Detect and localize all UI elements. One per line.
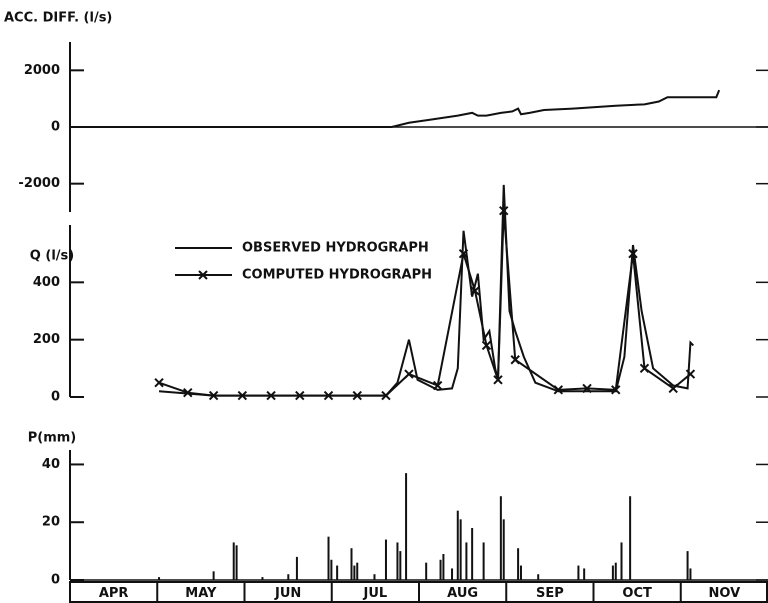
x-tick-label: JUL	[363, 586, 388, 601]
bar	[465, 542, 468, 580]
marker	[481, 340, 492, 351]
marker	[458, 248, 469, 259]
y-tick-label: -2000	[18, 176, 60, 191]
marker	[493, 375, 503, 385]
legend-label: OBSERVED HYDROGRAPH	[242, 241, 429, 256]
x-tick-label: AUG	[447, 586, 478, 601]
marker	[499, 205, 509, 216]
bar	[330, 559, 333, 580]
bar	[425, 562, 428, 580]
x-tick-label: NOV	[709, 586, 741, 601]
bar	[620, 542, 623, 580]
bar	[405, 473, 408, 580]
data-line	[70, 89, 721, 128]
data-line	[158, 184, 695, 397]
bar	[336, 565, 339, 580]
marker	[404, 369, 414, 379]
bar	[399, 551, 402, 580]
bar	[517, 548, 520, 580]
marker	[470, 286, 480, 296]
bar	[232, 542, 235, 580]
bar	[158, 577, 161, 580]
marker	[582, 383, 592, 394]
marker	[183, 387, 193, 398]
bar	[396, 542, 399, 580]
y-tick-label: 200	[33, 332, 60, 347]
y-tick-label: 20	[42, 515, 60, 530]
y-tick-label: 400	[33, 275, 60, 290]
marker	[611, 385, 621, 395]
bar	[384, 539, 387, 580]
bar	[471, 528, 474, 580]
marker	[510, 355, 520, 365]
y-tick-label: 0	[51, 120, 60, 135]
bar	[614, 562, 617, 580]
bar	[519, 565, 522, 580]
bar	[442, 554, 445, 580]
x-tick-label: OCT	[622, 586, 652, 601]
y-axis-label: ACC. DIFF. (l/s)	[4, 11, 112, 26]
bar	[287, 574, 290, 580]
bar	[295, 556, 298, 580]
bar	[686, 551, 689, 580]
y-axis-label: P(mm)	[28, 431, 77, 446]
x-tick-label: MAY	[185, 586, 217, 601]
bar	[502, 519, 505, 580]
marker	[352, 390, 362, 401]
x-tick-label: APR	[99, 586, 129, 601]
bar	[327, 536, 330, 580]
y-axis-label: Q (l/s)	[30, 249, 74, 264]
marker	[432, 380, 443, 391]
bar	[451, 568, 454, 580]
marker	[295, 390, 305, 401]
bar	[356, 562, 359, 580]
marker	[685, 369, 696, 379]
y-tick-label: 40	[42, 457, 60, 472]
y-tick-label: 0	[51, 390, 60, 405]
marker	[628, 248, 638, 259]
marker	[323, 390, 334, 401]
marker	[154, 377, 164, 388]
bar	[482, 542, 485, 580]
marker	[237, 390, 248, 401]
bar	[629, 496, 632, 580]
bar	[235, 545, 238, 580]
marker	[266, 390, 276, 401]
marker	[381, 390, 391, 401]
bar	[583, 568, 586, 580]
bar	[459, 519, 462, 580]
data-line	[158, 210, 692, 397]
bar	[212, 571, 215, 580]
x-tick-label: SEP	[536, 586, 564, 601]
bar	[373, 574, 376, 580]
bar	[353, 565, 356, 580]
marker	[208, 390, 219, 401]
bar	[537, 574, 540, 580]
marker	[553, 385, 564, 395]
marker	[639, 363, 650, 374]
legend-marker	[198, 270, 208, 280]
bar	[439, 559, 442, 580]
bar	[499, 496, 502, 580]
x-tick-label: JUN	[274, 586, 301, 601]
bar	[350, 548, 353, 580]
bar	[261, 577, 264, 580]
bar	[689, 568, 692, 580]
bar	[577, 565, 580, 580]
marker	[668, 383, 678, 394]
legend-label: COMPUTED HYDROGRAPH	[242, 268, 432, 283]
bar	[456, 510, 459, 580]
y-tick-label: 2000	[24, 63, 60, 78]
bar	[611, 565, 614, 580]
y-tick-label: 0	[51, 573, 60, 588]
